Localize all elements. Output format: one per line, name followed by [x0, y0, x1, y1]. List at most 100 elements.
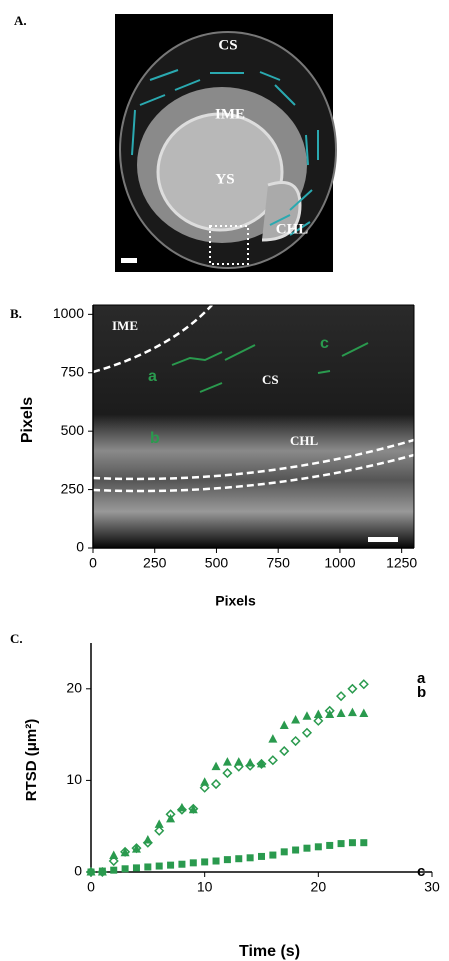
point — [325, 709, 335, 718]
annotation: CS — [262, 372, 279, 387]
annotation: b — [150, 430, 160, 447]
point — [302, 711, 312, 720]
point — [189, 859, 197, 867]
y-axis-label: Pixels — [19, 397, 36, 443]
point — [121, 865, 129, 873]
point — [337, 840, 345, 848]
point — [280, 848, 288, 856]
region-label: IME — [215, 106, 245, 122]
point — [144, 863, 152, 871]
x-axis-label: Time (s) — [239, 943, 300, 960]
point — [132, 864, 140, 872]
point — [292, 846, 300, 854]
flow-arrows — [131, 69, 319, 236]
point — [291, 714, 301, 724]
point — [222, 757, 232, 766]
point — [301, 727, 313, 738]
chl — [261, 181, 302, 242]
point — [211, 761, 221, 771]
point — [348, 839, 356, 847]
y-tick-label: 10 — [66, 771, 82, 787]
x-tick-label: 20 — [311, 879, 327, 895]
point — [234, 757, 244, 766]
annotation: a — [148, 368, 157, 385]
point — [336, 708, 346, 718]
point — [178, 860, 186, 868]
x-tick-label: 10 — [197, 879, 213, 895]
point — [200, 777, 210, 786]
x-tick-label: 1250 — [386, 555, 417, 571]
annotation: CHL — [290, 433, 319, 448]
region-label: CHL — [276, 221, 309, 237]
annotation: IME — [112, 318, 138, 333]
point — [87, 868, 95, 876]
point — [177, 802, 187, 812]
y-tick-label: 20 — [66, 680, 82, 696]
tracks — [171, 342, 369, 393]
point — [268, 734, 278, 743]
panel-label: B. — [10, 306, 22, 321]
zoom-box — [209, 225, 249, 265]
point — [222, 768, 233, 779]
point — [269, 851, 277, 859]
point — [347, 683, 358, 694]
series-label: c — [417, 863, 425, 880]
point — [303, 844, 311, 852]
point — [313, 715, 324, 726]
x-tick-label: 0 — [89, 555, 97, 571]
scale-bar — [121, 258, 137, 263]
x-tick-label: 500 — [205, 555, 229, 571]
point — [359, 708, 369, 718]
point — [201, 858, 209, 866]
point — [143, 834, 153, 844]
point — [347, 707, 357, 717]
point — [358, 679, 369, 690]
point — [210, 779, 222, 790]
point — [336, 691, 347, 702]
x-axis-label: Pixels — [215, 593, 256, 609]
point — [167, 861, 175, 869]
region-label: YS — [215, 171, 234, 187]
point — [235, 855, 243, 863]
region-label: CS — [218, 37, 237, 53]
point — [154, 825, 165, 836]
panel-label: C. — [10, 631, 23, 646]
y-tick-label: 500 — [61, 422, 85, 438]
boundary — [92, 304, 213, 374]
point — [245, 757, 255, 767]
x-tick-label: 1000 — [324, 555, 355, 571]
y-axis-label: RTSD (μm²) — [23, 719, 40, 802]
x-tick-label: 750 — [267, 555, 291, 571]
point — [223, 856, 231, 864]
point — [257, 758, 266, 768]
point — [313, 709, 323, 718]
point — [188, 804, 198, 814]
scale-bar — [368, 537, 398, 542]
point — [290, 735, 301, 747]
y-tick-label: 750 — [61, 363, 85, 379]
micrograph — [93, 305, 414, 548]
panel-label: A. — [14, 13, 27, 28]
point — [279, 746, 290, 757]
y-tick-label: 0 — [74, 863, 82, 879]
point — [360, 839, 368, 847]
point — [212, 857, 220, 865]
annotation: c — [320, 335, 329, 352]
y-tick-label: 0 — [76, 539, 84, 555]
point — [154, 819, 164, 828]
point — [279, 720, 289, 729]
point — [120, 847, 130, 857]
point — [267, 755, 278, 766]
point — [166, 813, 176, 823]
series-label: a — [417, 670, 426, 687]
x-tick-label: 250 — [143, 555, 167, 571]
ys — [156, 112, 284, 232]
y-tick-label: 1000 — [53, 305, 84, 321]
x-tick-label: 30 — [424, 879, 440, 895]
y-tick-label: 250 — [61, 480, 85, 496]
point — [258, 852, 265, 860]
point — [98, 867, 106, 875]
point — [109, 850, 119, 860]
point — [246, 854, 254, 862]
